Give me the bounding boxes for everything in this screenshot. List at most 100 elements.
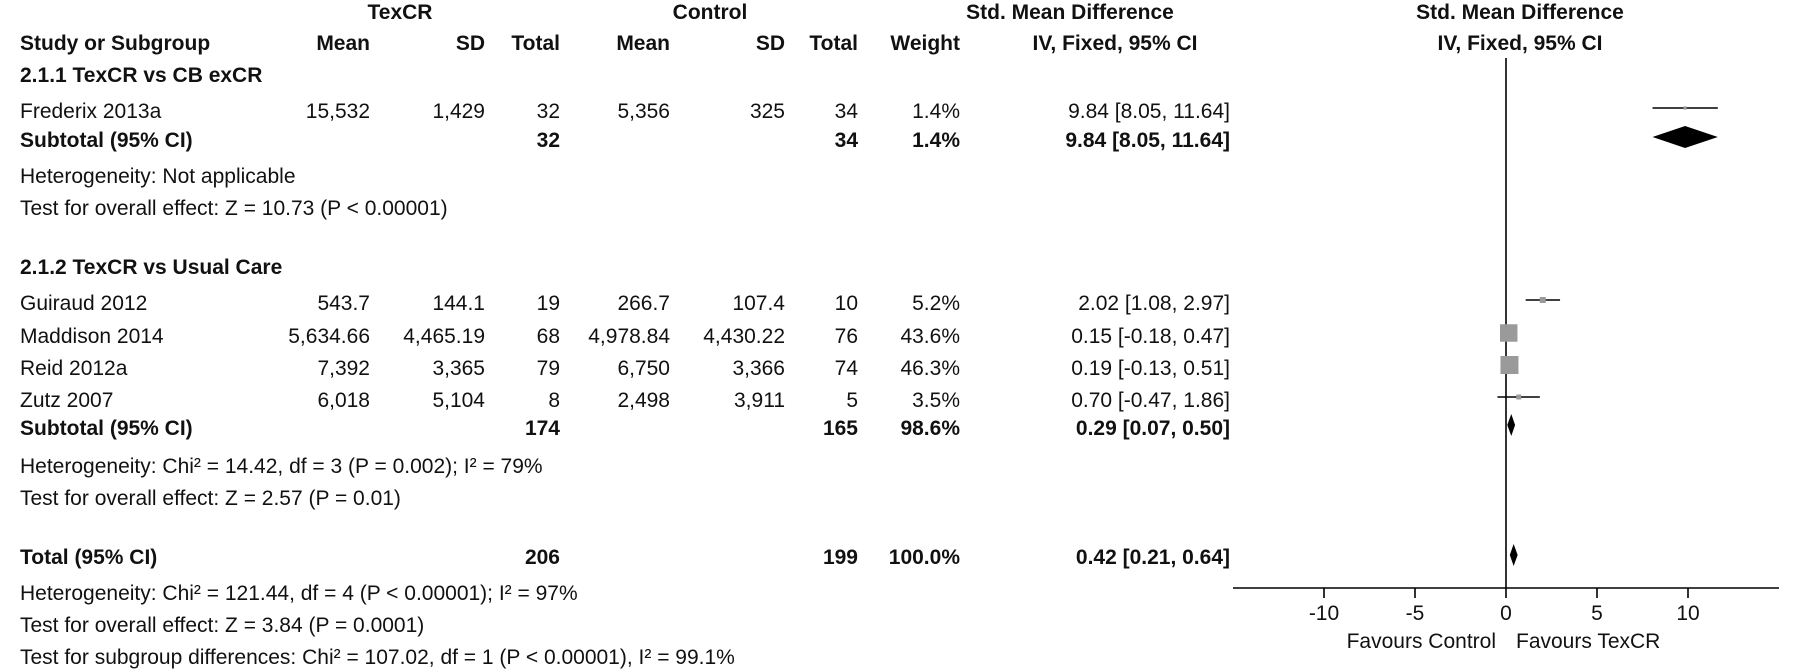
- total-label: Total (95% CI): [20, 546, 158, 569]
- study-name: Maddison 2014: [20, 325, 164, 348]
- total-texcr-total: 206: [524, 546, 560, 569]
- texcr-mean: 7,392: [317, 357, 370, 380]
- study-ci: 9.84 [8.05, 11.64]: [1068, 100, 1230, 123]
- weight-header: Weight: [890, 32, 960, 55]
- study-weight-square: [1500, 356, 1519, 374]
- subgroup-differences-text: Test for subgroup differences: Chi² = 10…: [20, 646, 735, 669]
- study-name: Zutz 2007: [20, 389, 114, 412]
- subtotal-texcr-total: 32: [536, 129, 560, 152]
- texcr-total: 32: [536, 100, 560, 123]
- control-total-header: Total: [809, 32, 858, 55]
- control-sd: 4,430.22: [703, 325, 785, 348]
- group-header-control: Control: [672, 1, 748, 24]
- study-ci: 0.70 [-0.47, 1.86]: [1071, 389, 1230, 412]
- study-column-header: Study or Subgroup: [20, 32, 211, 55]
- heterogeneity-text: Heterogeneity: Not applicable: [20, 165, 296, 188]
- subtotal-label: Subtotal (95% CI): [20, 417, 193, 440]
- plot-header-subtitle: IV, Fixed, 95% CI: [1437, 32, 1603, 55]
- texcr-total: 79: [536, 357, 560, 380]
- control-sd: 107.4: [732, 292, 785, 315]
- texcr-total-header: Total: [511, 32, 560, 55]
- pooled-diamond: [1652, 126, 1718, 148]
- subtotal-weight: 98.6%: [900, 417, 960, 440]
- control-mean: 4,978.84: [588, 325, 670, 348]
- control-total: 34: [834, 100, 858, 123]
- control-total: 10: [834, 292, 858, 315]
- study-name: Reid 2012a: [20, 357, 128, 380]
- study-ci: 2.02 [1.08, 2.97]: [1078, 292, 1230, 315]
- plot-header-title: Std. Mean Difference: [1416, 1, 1624, 24]
- control-mean: 5,356: [617, 100, 670, 123]
- texcr-sd: 144.1: [432, 292, 485, 315]
- study-name: Frederix 2013a: [20, 100, 162, 123]
- texcr-mean-header: Mean: [316, 32, 370, 55]
- study-weight-square: [1683, 106, 1687, 110]
- texcr-sd: 4,465.19: [403, 325, 485, 348]
- control-total: 5: [846, 389, 858, 412]
- texcr-mean: 5,634.66: [288, 325, 370, 348]
- x-axis-tick-label: 10: [1676, 602, 1699, 625]
- total-heterogeneity-text: Heterogeneity: Chi² = 121.44, df = 4 (P …: [20, 582, 578, 605]
- subtotal-control-total: 34: [834, 129, 858, 152]
- x-axis-tick-label: -10: [1309, 602, 1339, 625]
- study-weight: 43.6%: [900, 325, 960, 348]
- control-mean-header: Mean: [616, 32, 670, 55]
- study-weight: 1.4%: [912, 100, 960, 123]
- control-mean: 6,750: [617, 357, 670, 380]
- texcr-total: 68: [536, 325, 560, 348]
- control-mean: 2,498: [617, 389, 670, 412]
- subtotal-control-total: 165: [822, 417, 858, 440]
- study-weight-square: [1516, 394, 1522, 400]
- texcr-mean: 543.7: [317, 292, 370, 315]
- texcr-sd-header: SD: [455, 32, 485, 55]
- study-weight-square: [1539, 296, 1546, 304]
- study-weight: 3.5%: [912, 389, 960, 412]
- group-header-texcr: TexCR: [367, 1, 433, 24]
- control-total: 76: [834, 325, 858, 348]
- subgroup-title: 2.1.2 TexCR vs Usual Care: [20, 256, 283, 279]
- control-sd-header: SD: [755, 32, 785, 55]
- overall-effect-text: Test for overall effect: Z = 10.73 (P < …: [20, 197, 448, 220]
- pooled-diamond: [1509, 544, 1518, 566]
- subtotal-texcr-total: 174: [524, 417, 560, 440]
- total-weight: 100.0%: [888, 546, 960, 569]
- study-weight: 46.3%: [900, 357, 960, 380]
- x-axis-tick-label: -5: [1406, 602, 1425, 625]
- texcr-total: 19: [536, 292, 560, 315]
- study-name: Guiraud 2012: [20, 292, 148, 315]
- subtotal-ci: 0.29 [0.07, 0.50]: [1075, 417, 1230, 440]
- study-weight-square: [1499, 324, 1518, 342]
- texcr-mean: 15,532: [305, 100, 370, 123]
- total-control-total: 199: [822, 546, 858, 569]
- subgroup-title: 2.1.1 TexCR vs CB exCR: [20, 64, 263, 87]
- control-sd: 325: [749, 100, 785, 123]
- total-overall-effect-text: Test for overall effect: Z = 3.84 (P = 0…: [20, 614, 425, 637]
- total-ci: 0.42 [0.21, 0.64]: [1075, 546, 1230, 569]
- control-sd: 3,366: [732, 357, 785, 380]
- subtotal-weight: 1.4%: [912, 129, 960, 152]
- favours-texcr-label: Favours TexCR: [1516, 630, 1660, 653]
- study-ci: 0.19 [-0.13, 0.51]: [1071, 357, 1230, 380]
- heterogeneity-text: Heterogeneity: Chi² = 14.42, df = 3 (P =…: [20, 455, 543, 478]
- control-sd: 3,911: [734, 389, 785, 412]
- smd-header-title: Std. Mean Difference: [966, 1, 1174, 24]
- texcr-mean: 6,018: [317, 389, 370, 412]
- texcr-total: 8: [548, 389, 560, 412]
- subtotal-label: Subtotal (95% CI): [20, 129, 193, 152]
- study-weight: 5.2%: [912, 292, 960, 315]
- texcr-sd: 1,429: [432, 100, 485, 123]
- control-total: 74: [834, 357, 858, 380]
- x-axis-tick-label: 5: [1591, 602, 1603, 625]
- subtotal-ci: 9.84 [8.05, 11.64]: [1065, 129, 1230, 152]
- pooled-diamond: [1507, 414, 1516, 436]
- favours-control-label: Favours Control: [1347, 630, 1496, 653]
- study-ci: 0.15 [-0.18, 0.47]: [1071, 325, 1230, 348]
- control-mean: 266.7: [617, 292, 670, 315]
- smd-header-subtitle: IV, Fixed, 95% CI: [1032, 32, 1198, 55]
- texcr-sd: 3,365: [432, 357, 485, 380]
- overall-effect-text: Test for overall effect: Z = 2.57 (P = 0…: [20, 487, 401, 510]
- x-axis-tick-label: 0: [1500, 602, 1512, 625]
- texcr-sd: 5,104: [432, 389, 485, 412]
